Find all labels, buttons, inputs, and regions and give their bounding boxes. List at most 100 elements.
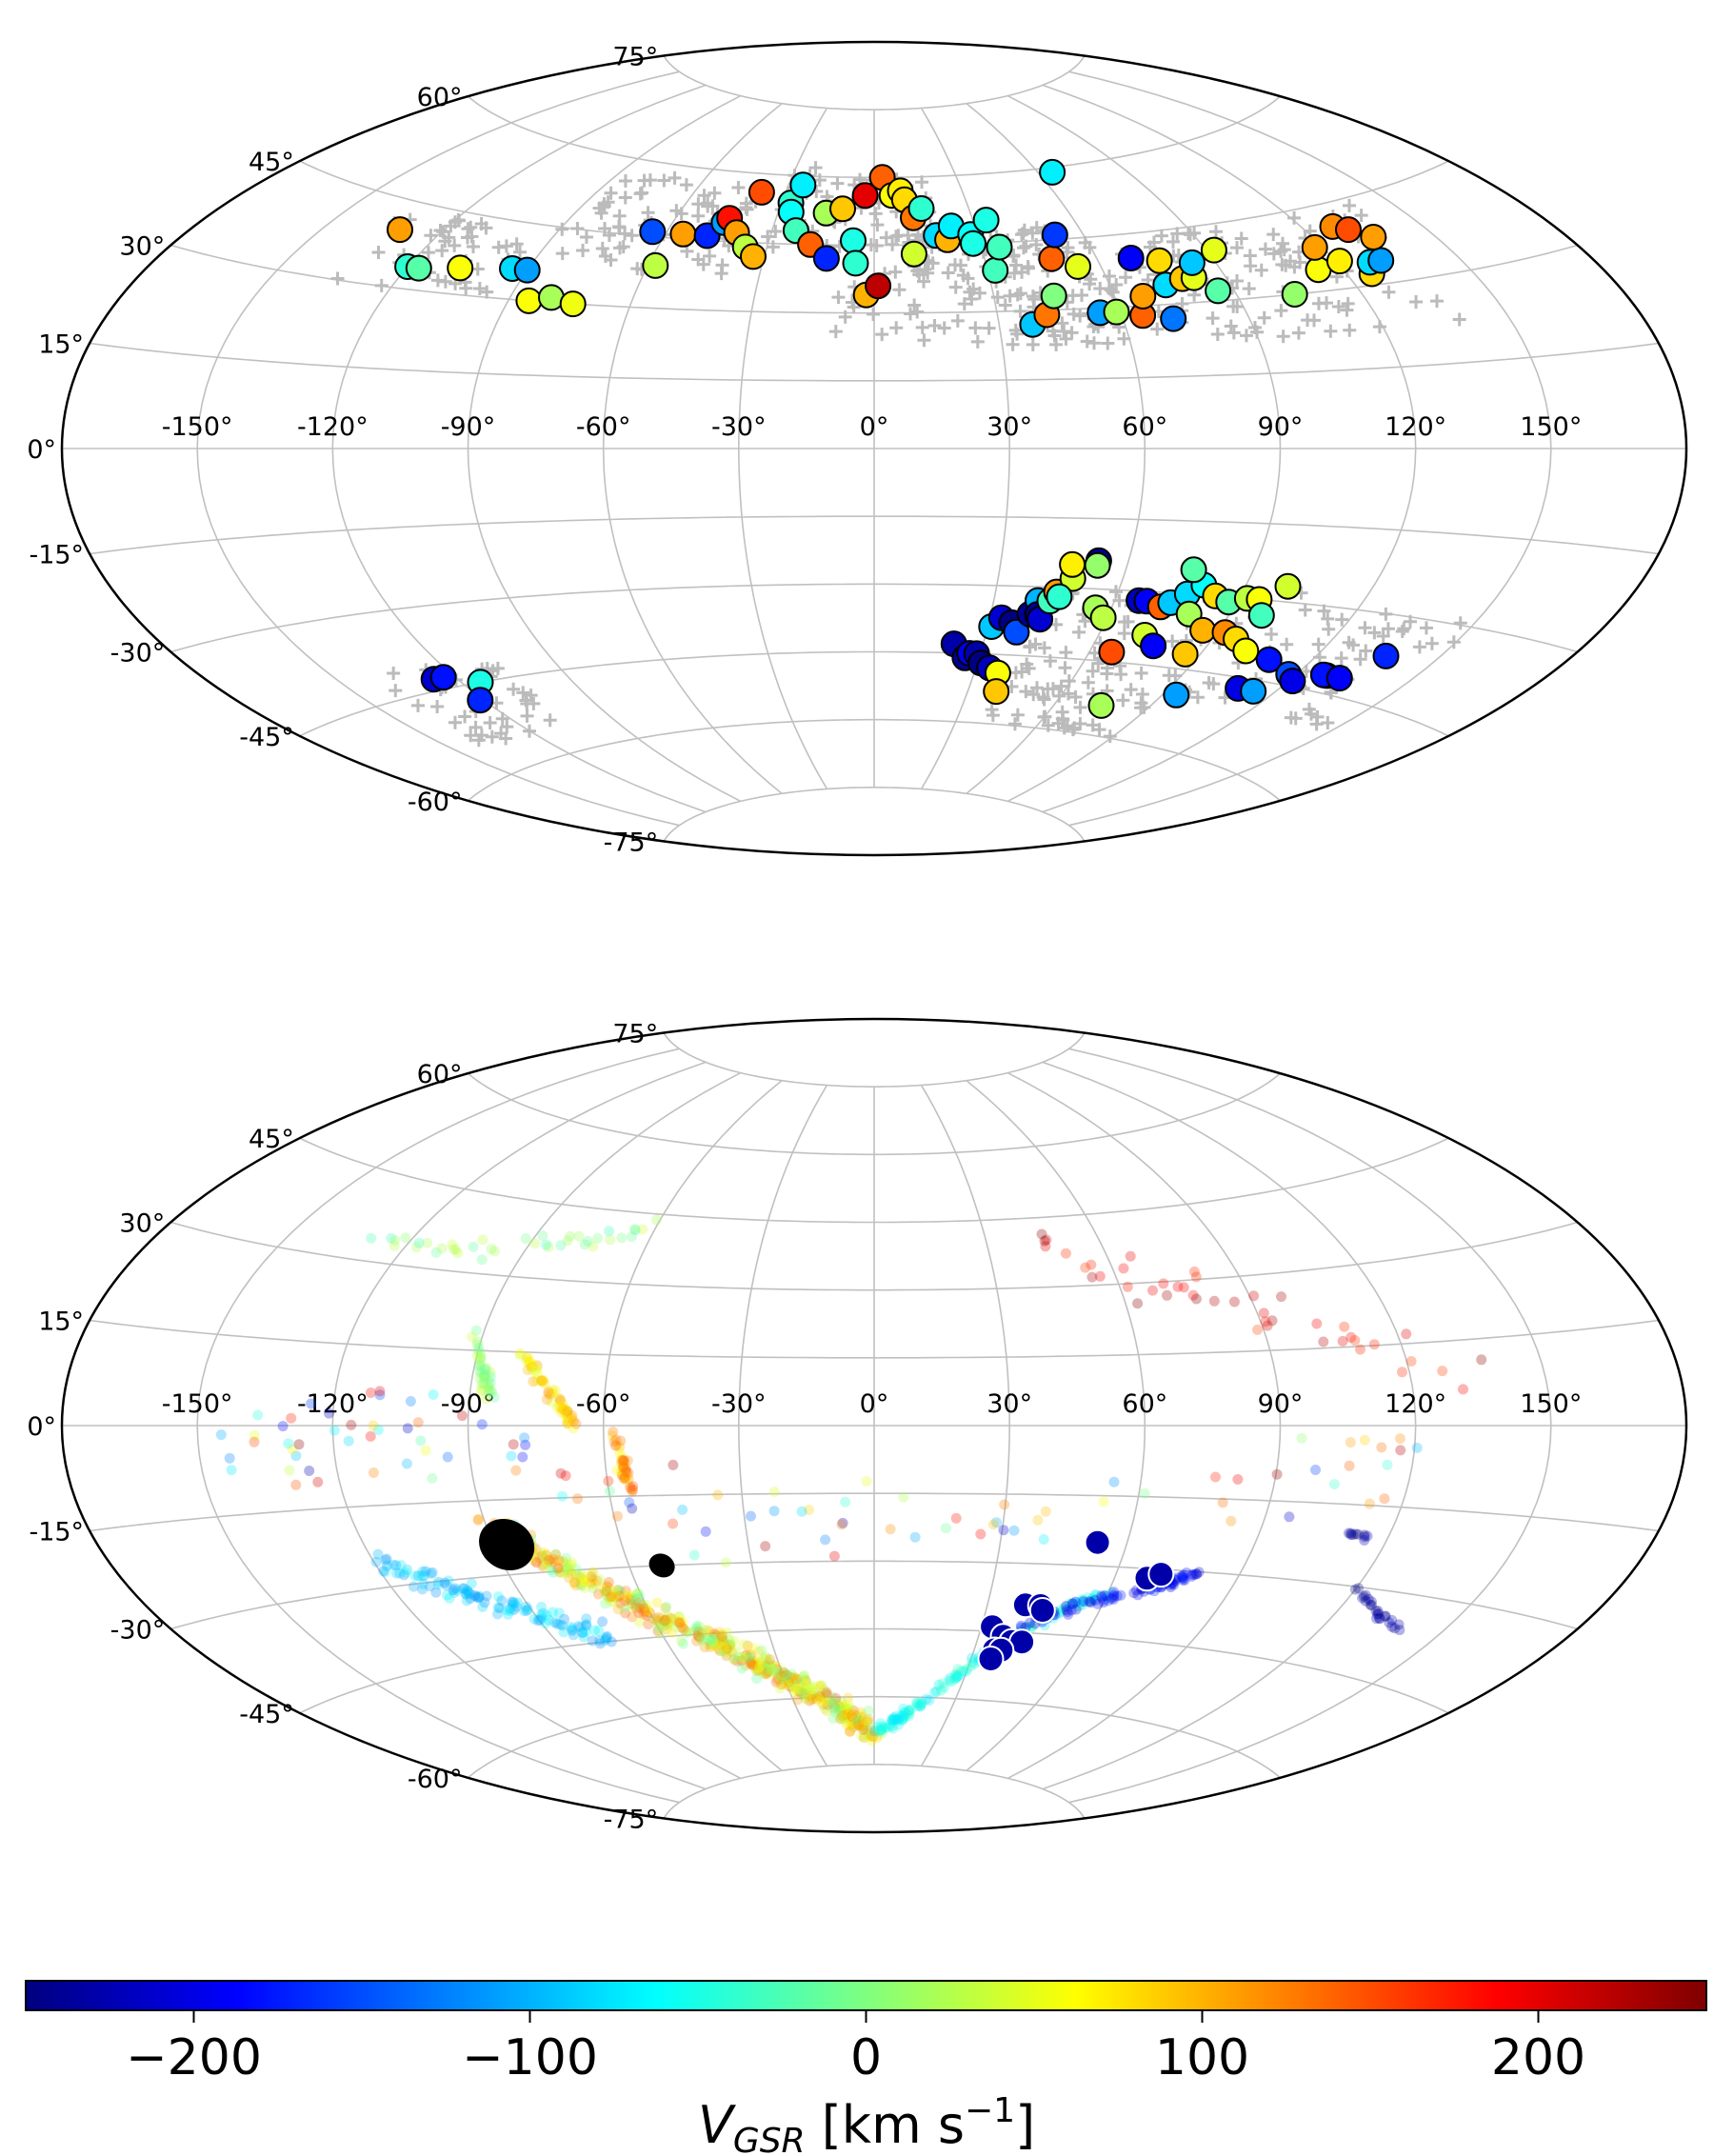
- stream-point: [1147, 1285, 1158, 1296]
- stream-point: [1096, 1591, 1107, 1603]
- stream-point: [875, 1718, 887, 1729]
- plus-marker: [1257, 310, 1271, 325]
- stream-point: [1111, 1590, 1123, 1602]
- stream-point: [577, 1627, 588, 1638]
- stream-point: [543, 1614, 554, 1626]
- top-circle-markers: [387, 158, 1400, 719]
- plus-marker: [1103, 729, 1117, 744]
- stream-point: [763, 1665, 774, 1675]
- stream-point: [485, 1386, 496, 1397]
- stream-point: [616, 1469, 628, 1481]
- stream-point: [619, 1472, 630, 1484]
- star-marker: [789, 171, 817, 199]
- stream-point: [422, 1237, 433, 1248]
- plus-marker: [374, 278, 389, 292]
- stream-point: [933, 1679, 945, 1690]
- star-marker: [1089, 604, 1117, 631]
- stream-point: [368, 1467, 379, 1478]
- plus-marker: [1382, 285, 1396, 299]
- stream-point: [628, 1481, 639, 1492]
- plus-marker: [1057, 324, 1071, 338]
- plus-marker: [579, 230, 593, 244]
- plus-marker: [1023, 639, 1037, 653]
- stream-point: [722, 1647, 733, 1659]
- stream-point: [819, 1695, 830, 1707]
- stream-point: [1070, 1597, 1082, 1607]
- star-marker: [986, 233, 1013, 261]
- stream-point: [710, 1629, 722, 1641]
- stream-point: [811, 1693, 823, 1705]
- stream-point: [618, 1462, 629, 1472]
- stream-point: [555, 1395, 566, 1407]
- stream-point: [1252, 1324, 1264, 1335]
- star-marker: [1146, 247, 1173, 274]
- stream-point: [841, 1708, 852, 1719]
- stream-point: [1076, 1594, 1087, 1606]
- star-marker: [1255, 646, 1283, 673]
- stream-point: [588, 1567, 599, 1578]
- stream-point: [702, 1625, 713, 1635]
- star-marker: [1200, 236, 1227, 264]
- stream-point: [864, 1729, 875, 1741]
- stream-point: [847, 1717, 859, 1728]
- stream-point: [1365, 1599, 1376, 1610]
- stream-point: [594, 1574, 606, 1585]
- stream-point: [427, 1567, 438, 1578]
- stream-point: [1362, 1530, 1373, 1542]
- star-marker: [1140, 632, 1167, 660]
- plus-marker: [479, 221, 493, 235]
- stream-point: [890, 1710, 902, 1722]
- plus-marker: [907, 298, 922, 312]
- plus-marker: [464, 220, 478, 234]
- stream-point: [554, 1619, 566, 1630]
- stream-point: [390, 1560, 402, 1571]
- stream-point: [618, 1454, 629, 1466]
- stream-point: [804, 1683, 815, 1694]
- stream-point: [721, 1650, 732, 1662]
- plus-marker: [1206, 677, 1221, 691]
- stream-point: [1067, 1598, 1079, 1609]
- stream-point: [568, 1629, 579, 1641]
- plus-marker: [961, 271, 975, 286]
- stream-point: [628, 1603, 639, 1614]
- stream-point: [787, 1672, 798, 1683]
- stream-point: [480, 1373, 491, 1385]
- stream-point: [844, 1708, 855, 1720]
- stream-point: [815, 1691, 827, 1702]
- stream-point: [620, 1607, 631, 1619]
- plus-marker: [1006, 337, 1020, 351]
- plus-marker: [1117, 627, 1131, 641]
- stream-point: [518, 1606, 529, 1617]
- colorbar-tick-label: −100: [462, 2029, 598, 2086]
- stream-point: [619, 1595, 630, 1607]
- plus-marker: [576, 244, 590, 257]
- stream-point: [1384, 1617, 1395, 1628]
- stream-point: [1080, 1262, 1091, 1273]
- stream-point: [778, 1678, 789, 1689]
- stream-point: [851, 1715, 863, 1727]
- stream-point: [587, 1635, 598, 1647]
- plus-marker: [468, 720, 483, 734]
- stream-point: [284, 1465, 295, 1476]
- stream-point: [1066, 1605, 1077, 1616]
- stream-point: [763, 1668, 774, 1680]
- stream-point: [867, 1735, 877, 1747]
- graticule-meridian: [602, 1080, 783, 1771]
- plus-marker: [830, 176, 845, 190]
- stream-point: [840, 1706, 851, 1717]
- star-marker: [812, 245, 840, 272]
- stream-point: [915, 1700, 927, 1711]
- stream-point: [691, 1621, 702, 1632]
- stream-point: [858, 1722, 869, 1733]
- stream-point: [834, 1701, 846, 1712]
- stream-point: [1379, 1493, 1390, 1505]
- stream-point: [608, 1427, 619, 1437]
- stream-point: [557, 1398, 568, 1409]
- plus-marker: [618, 174, 632, 189]
- stream-point: [940, 1523, 951, 1534]
- stream-point: [566, 1559, 577, 1570]
- stream-point: [561, 1558, 572, 1569]
- stream-point: [594, 1638, 606, 1649]
- stream-point: [1397, 1367, 1407, 1378]
- stream-point: [1458, 1384, 1468, 1395]
